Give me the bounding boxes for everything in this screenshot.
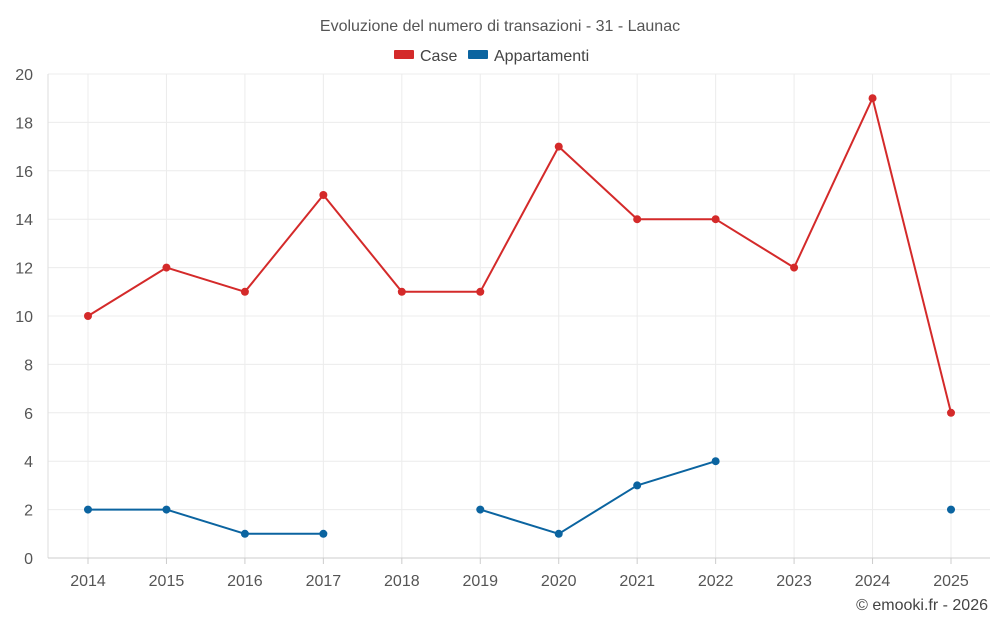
grid xyxy=(48,73,990,559)
data-point-case-2025[interactable] xyxy=(947,408,955,417)
y-tick-label-4: 4 xyxy=(24,454,33,471)
axes: 0 2 4 6 8 10 12 14 16 18 20 2014 2015 2016 2017 2018 201… xyxy=(15,67,990,590)
data-point-appartamenti-2014[interactable] xyxy=(84,505,92,514)
y-tick-label-18: 18 xyxy=(15,115,33,132)
data-point-case-2019[interactable] xyxy=(476,287,485,296)
legend-label-case: Case xyxy=(420,48,457,65)
legend-label-appartamenti: Appartamenti xyxy=(494,48,589,65)
x-tick-label-2014: 2014 xyxy=(70,573,106,590)
y-tick-label-2: 2 xyxy=(24,503,33,520)
x-tick-label-2021: 2021 xyxy=(619,573,655,590)
data-point-case-2024[interactable] xyxy=(868,94,877,103)
series-line-case-0 xyxy=(87,97,952,414)
x-tick-label-2015: 2015 xyxy=(149,573,185,590)
legend-swatch-appartamenti xyxy=(468,50,488,59)
x-tick-label-2018: 2018 xyxy=(384,573,420,590)
series-line-appartamenti-0 xyxy=(88,508,324,535)
data-point-appartamenti-2021[interactable] xyxy=(633,481,642,490)
y-tick-label-14: 14 xyxy=(15,212,33,229)
series-appartamenti xyxy=(84,457,955,538)
x-tick-label-2023: 2023 xyxy=(776,573,812,590)
x-tick-label-2016: 2016 xyxy=(227,573,263,590)
data-point-case-2022[interactable] xyxy=(711,215,720,224)
y-tick-label-0: 0 xyxy=(24,551,33,568)
data-point-appartamenti-2025[interactable] xyxy=(947,505,955,514)
data-point-case-2020[interactable] xyxy=(554,142,563,151)
series-line-appartamenti-1 xyxy=(479,460,716,535)
data-point-appartamenti-2020[interactable] xyxy=(554,529,563,538)
legend-item-case[interactable]: Case xyxy=(394,48,457,65)
y-tick-label-20: 20 xyxy=(15,67,33,84)
data-point-appartamenti-2019[interactable] xyxy=(476,505,485,514)
data-point-appartamenti-2022[interactable] xyxy=(711,457,720,466)
data-point-case-2017[interactable] xyxy=(319,191,328,199)
data-point-case-2023[interactable] xyxy=(790,263,799,272)
data-point-appartamenti-2015[interactable] xyxy=(162,505,171,514)
x-tick-label-2022: 2022 xyxy=(698,573,734,590)
y-tick-label-10: 10 xyxy=(15,309,33,326)
y-tick-label-16: 16 xyxy=(15,164,33,181)
y-tick-label-6: 6 xyxy=(24,406,33,423)
x-tick-label-2024: 2024 xyxy=(855,573,891,590)
series-case xyxy=(84,94,955,417)
x-tick-label-2017: 2017 xyxy=(306,573,342,590)
data-point-case-2015[interactable] xyxy=(162,263,171,272)
legend: Case Appartamenti xyxy=(394,48,589,65)
y-tick-label-12: 12 xyxy=(15,261,33,278)
data-point-case-2016[interactable] xyxy=(240,287,249,296)
legend-item-appartamenti[interactable]: Appartamenti xyxy=(468,48,589,65)
data-point-case-2021[interactable] xyxy=(633,215,642,224)
legend-swatch-case xyxy=(394,50,414,59)
series-layer xyxy=(84,94,955,538)
y-tick-label-8: 8 xyxy=(24,357,33,374)
data-point-case-2018[interactable] xyxy=(397,287,406,296)
x-tick-label-2019: 2019 xyxy=(462,573,498,590)
credit-text: © emooki.fr - 2026 xyxy=(856,597,988,614)
chart-title: Evoluzione del numero di transazioni - 3… xyxy=(320,18,680,35)
x-tick-label-2025: 2025 xyxy=(933,573,969,590)
data-point-appartamenti-2017[interactable] xyxy=(319,529,328,538)
data-point-case-2014[interactable] xyxy=(84,312,92,320)
data-point-appartamenti-2016[interactable] xyxy=(240,529,249,538)
x-tick-label-2020: 2020 xyxy=(541,573,577,590)
